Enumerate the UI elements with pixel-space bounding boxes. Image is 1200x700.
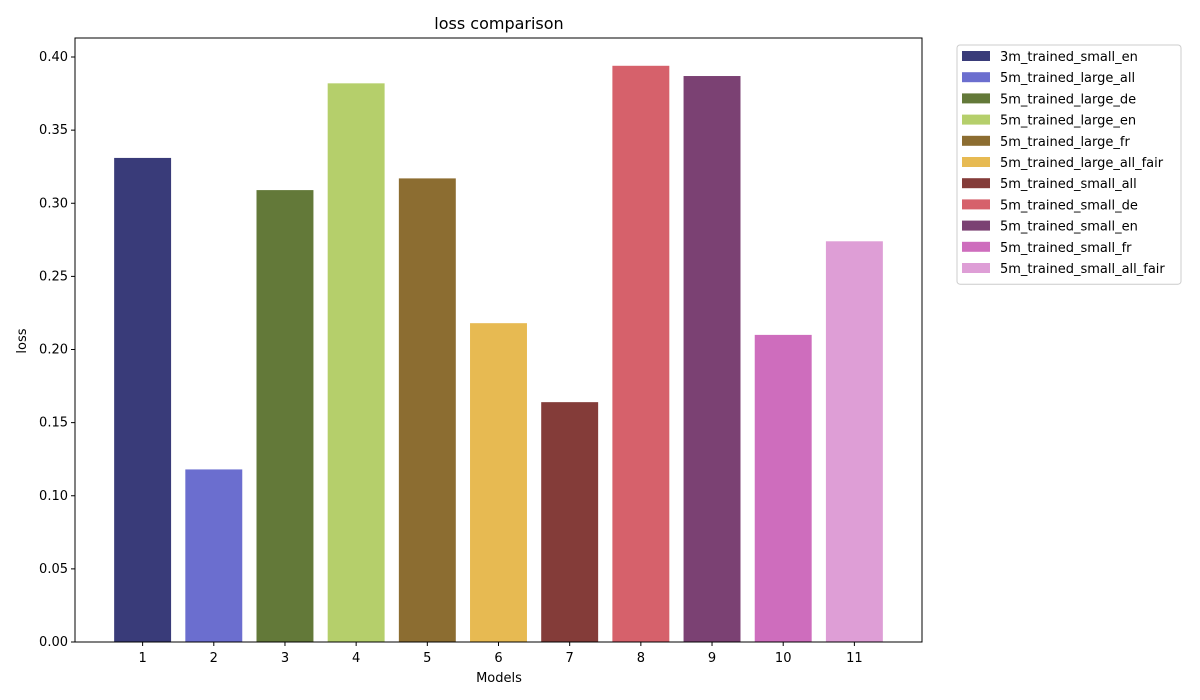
y-tick-label: 0.20 xyxy=(39,343,68,358)
legend-swatch xyxy=(962,72,990,83)
legend-label: 5m_trained_large_de xyxy=(1000,92,1136,107)
bar-8 xyxy=(612,65,670,642)
x-tick-label: 3 xyxy=(281,651,289,666)
y-tick-label: 0.00 xyxy=(39,635,68,650)
legend-swatch xyxy=(962,157,990,167)
y-tick-label: 0.35 xyxy=(39,123,68,138)
chart-title: loss comparison xyxy=(434,14,563,33)
y-axis: 0.00 0.05 0.10 0.15 0.20 0.25 0.30 0.35 0.40 xyxy=(39,50,75,650)
y-tick-label: 0.05 xyxy=(39,562,68,577)
legend: 3m_trained_small_en 5m_trained_large_all 5… xyxy=(956,44,1182,285)
bar-9 xyxy=(683,76,741,642)
bar-1 xyxy=(114,157,172,642)
x-tick-label: 9 xyxy=(708,651,716,666)
legend-swatch xyxy=(962,93,990,104)
bars xyxy=(114,65,883,643)
x-tick-label: 8 xyxy=(637,651,645,666)
x-tick-label: 1 xyxy=(138,651,146,666)
legend-swatch xyxy=(962,199,990,210)
legend-swatch xyxy=(962,114,990,125)
bar-2 xyxy=(185,469,243,642)
bar-4 xyxy=(327,83,385,643)
y-tick-label: 0.25 xyxy=(39,269,68,284)
x-tick-label: 4 xyxy=(352,651,360,666)
bar-3 xyxy=(256,190,314,642)
legend-label: 5m_trained_small_fr xyxy=(1000,241,1132,256)
legend-label: 5m_trained_large_all xyxy=(1000,71,1135,86)
legend-label: 5m_trained_small_en xyxy=(1000,220,1138,235)
y-tick-label: 0.15 xyxy=(39,416,68,431)
x-tick-label: 5 xyxy=(423,651,431,666)
legend-label: 5m_trained_small_all_fair xyxy=(1000,262,1165,277)
x-tick-label: 2 xyxy=(210,651,218,666)
legend-swatch xyxy=(962,263,990,273)
y-axis-label: loss xyxy=(15,328,30,353)
x-tick-label: 11 xyxy=(846,651,863,666)
y-tick-label: 0.10 xyxy=(39,489,68,504)
x-axis: 1 2 3 4 5 6 7 8 9 10 11 xyxy=(138,642,863,666)
x-axis-label: Models xyxy=(476,671,522,686)
legend-label: 3m_trained_small_en xyxy=(1000,50,1138,65)
legend-swatch xyxy=(962,135,990,146)
bar-11 xyxy=(825,241,883,642)
legend-swatch xyxy=(962,241,990,252)
legend-box xyxy=(956,44,1182,285)
legend-swatch xyxy=(962,220,990,231)
x-tick-label: 7 xyxy=(566,651,574,666)
bar-6 xyxy=(470,323,527,642)
legend-swatch xyxy=(962,51,990,61)
plot-frame xyxy=(74,37,923,643)
legend-label: 5m_trained_large_en xyxy=(1000,114,1136,129)
legend-label: 5m_trained_large_fr xyxy=(1000,135,1130,150)
legend-label: 5m_trained_small_de xyxy=(1000,198,1138,213)
y-tick-label: 0.40 xyxy=(39,50,68,65)
x-tick-label: 6 xyxy=(494,651,502,666)
y-tick-label: 0.30 xyxy=(39,196,68,211)
legend-label: 5m_trained_small_all xyxy=(1000,177,1137,192)
legend-swatch xyxy=(962,178,990,189)
x-tick-label: 10 xyxy=(775,651,792,666)
bar-10 xyxy=(754,334,812,642)
legend-label: 5m_trained_large_all_fair xyxy=(1000,156,1164,171)
bar-7 xyxy=(541,402,599,642)
bar-5 xyxy=(398,178,456,642)
